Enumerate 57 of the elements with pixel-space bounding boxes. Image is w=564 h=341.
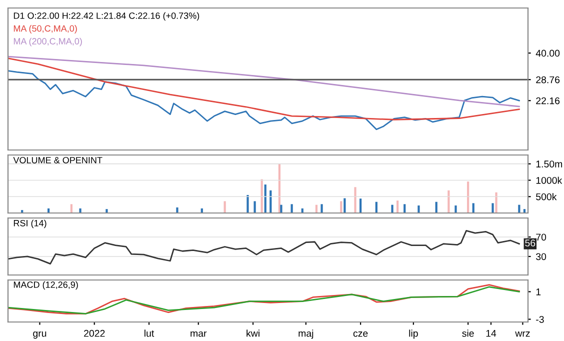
series-label: MA (200,C,MA,0) <box>14 38 82 46</box>
x-tick-label: mar <box>190 331 207 337</box>
bar <box>176 207 178 213</box>
y-tick-label: 500k <box>536 193 557 200</box>
y-tick-label: 22.16 <box>536 97 560 104</box>
y-tick-label: -3 <box>536 316 544 323</box>
bar <box>344 198 346 213</box>
line-series <box>8 70 520 130</box>
bar <box>454 205 457 213</box>
bar <box>70 204 73 213</box>
bar <box>280 204 282 213</box>
y-tick-label: 40.00 <box>536 50 560 57</box>
bar <box>106 209 108 213</box>
y-tick-label: 28.76 <box>536 76 560 84</box>
bar <box>495 192 498 213</box>
bar <box>264 184 266 213</box>
bar <box>396 200 399 213</box>
x-tick-label: 2022 <box>84 330 105 337</box>
y-tick-label: 70 <box>536 234 546 241</box>
bar <box>391 204 394 213</box>
line-series <box>8 230 520 264</box>
chart-title: MACD (12,26,9) <box>14 281 78 290</box>
chart-title: RSI (14) <box>14 220 46 228</box>
bar <box>472 203 474 213</box>
x-tick-label: wrz <box>515 331 530 337</box>
x-tick-label: gru <box>33 331 46 339</box>
bar <box>260 179 263 213</box>
bar <box>467 182 470 213</box>
y-tick-label: 1 <box>536 288 541 296</box>
x-tick-label: lip <box>409 330 418 339</box>
y-tick-label: 1.50m <box>536 160 562 168</box>
annotation: 56 <box>525 240 536 246</box>
bar <box>290 204 293 213</box>
y-tick-label: 1000k <box>536 176 562 184</box>
y-tick-label: 30 <box>536 253 546 260</box>
line-series <box>8 56 520 108</box>
x-tick-label: kwi <box>246 330 260 337</box>
line-series <box>8 58 520 120</box>
bar <box>79 208 82 213</box>
bar <box>492 203 494 213</box>
bar <box>224 201 226 213</box>
bar <box>404 204 406 213</box>
x-tick-label: sie <box>462 330 474 337</box>
x-tick-label: maj <box>298 330 314 339</box>
bar <box>359 198 362 213</box>
chart-title: D1 O:22.00 H:22.42 L:21.84 C:22.16 (+0.73%) <box>14 12 200 21</box>
bar <box>254 201 256 213</box>
text: MA (50,C,MA,0) <box>14 25 77 34</box>
bar <box>418 205 420 213</box>
bar <box>246 194 249 213</box>
x-tick-label: 14 <box>486 330 496 337</box>
x-tick-label: lut <box>144 330 154 337</box>
x-tick-label: cze <box>353 331 368 337</box>
bar <box>340 201 342 213</box>
bar <box>320 204 323 213</box>
chart-title: VOLUME & OPENINT <box>13 156 102 164</box>
bar <box>354 187 356 213</box>
